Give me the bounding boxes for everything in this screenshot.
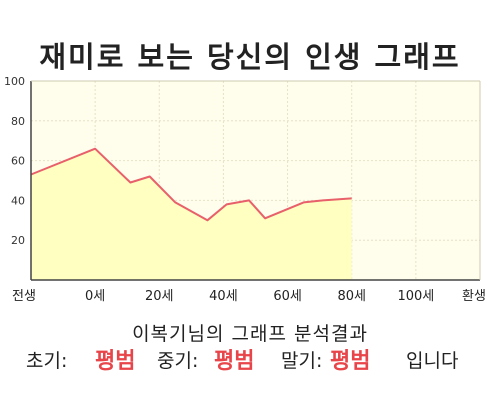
y-tick-label: 20 [11,234,25,247]
y-tick-label: 80 [11,115,25,128]
x-tick-label: 60세 [273,289,302,304]
late-label: 말기: [281,350,323,372]
chart-title: 재미로 보는 당신의 인생 그래프 [39,40,461,74]
late-value: 평범 [330,349,371,374]
y-tick-label: 40 [11,194,25,207]
mid-value: 평범 [214,349,255,374]
series-line [30,147,352,222]
x-tick-label: 80세 [337,289,366,304]
analysis-subtitle: 이복기님의 그래프 분석결과 [132,323,368,345]
x-tick-label: 40세 [209,289,238,304]
suffix-text: 입니다 [406,350,459,372]
y-tick-label: 100 [4,75,25,88]
mid-label: 중기: [157,350,199,372]
early-value: 평범 [95,349,136,374]
plot-area: 20 40 60 80 100 전생 0세 20세 40세 60세 80세 100세 환생 [4,75,486,304]
x-tick-label: 환생 [462,289,486,304]
series-area [31,148,352,280]
x-tick-label: 100세 [397,289,434,304]
x-tick-label: 20세 [145,289,174,304]
x-tick-label: 전생 [12,289,36,304]
x-tick-label: 0세 [85,289,105,304]
early-label: 초기: [26,350,68,372]
y-tick-label: 60 [11,155,25,168]
